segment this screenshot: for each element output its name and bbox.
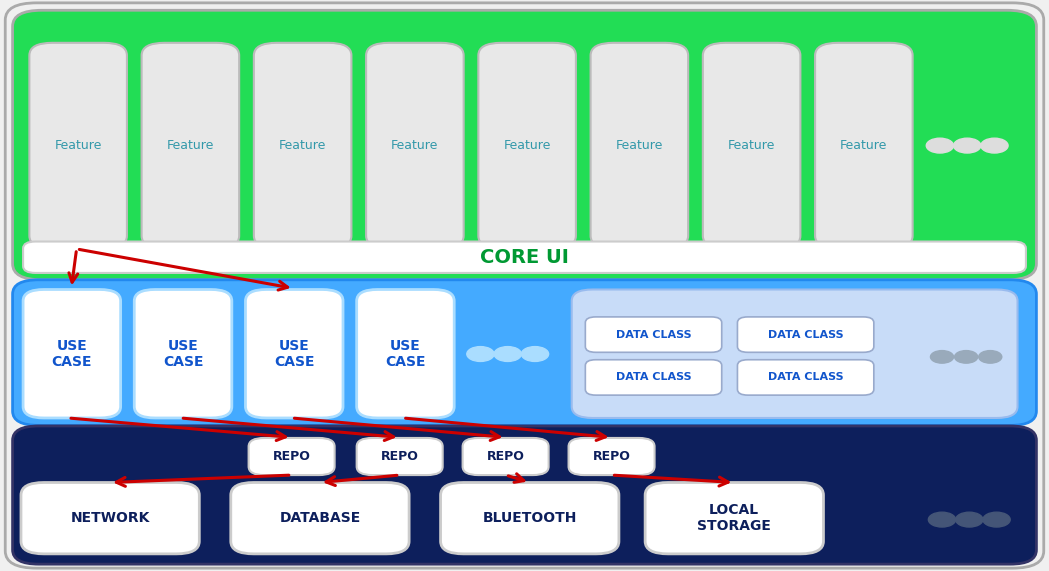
- Circle shape: [979, 351, 1002, 363]
- FancyBboxPatch shape: [572, 289, 1018, 418]
- Circle shape: [926, 138, 954, 153]
- Text: Feature: Feature: [616, 139, 663, 152]
- FancyBboxPatch shape: [245, 289, 343, 418]
- Text: Feature: Feature: [504, 139, 551, 152]
- Text: Feature: Feature: [55, 139, 102, 152]
- FancyBboxPatch shape: [645, 482, 823, 554]
- Text: Feature: Feature: [840, 139, 887, 152]
- Text: Feature: Feature: [728, 139, 775, 152]
- FancyBboxPatch shape: [13, 10, 1036, 280]
- Text: REPO: REPO: [381, 450, 419, 463]
- Circle shape: [928, 512, 956, 527]
- FancyBboxPatch shape: [569, 438, 655, 475]
- FancyBboxPatch shape: [254, 43, 351, 248]
- Circle shape: [955, 351, 978, 363]
- Text: REPO: REPO: [487, 450, 524, 463]
- Circle shape: [954, 138, 981, 153]
- Text: LOCAL
STORAGE: LOCAL STORAGE: [698, 503, 771, 533]
- Circle shape: [467, 347, 494, 361]
- FancyBboxPatch shape: [23, 242, 1026, 273]
- Text: DATA CLASS: DATA CLASS: [616, 329, 691, 340]
- FancyBboxPatch shape: [23, 289, 121, 418]
- Text: USE
CASE: USE CASE: [274, 339, 315, 369]
- FancyBboxPatch shape: [142, 43, 239, 248]
- Text: REPO: REPO: [273, 450, 311, 463]
- FancyBboxPatch shape: [591, 43, 688, 248]
- Text: DATA CLASS: DATA CLASS: [768, 372, 843, 383]
- Text: DATA CLASS: DATA CLASS: [616, 372, 691, 383]
- FancyBboxPatch shape: [737, 317, 874, 352]
- FancyBboxPatch shape: [585, 317, 722, 352]
- FancyBboxPatch shape: [249, 438, 335, 475]
- Text: USE
CASE: USE CASE: [385, 339, 426, 369]
- Text: USE
CASE: USE CASE: [163, 339, 204, 369]
- FancyBboxPatch shape: [357, 438, 443, 475]
- Text: Feature: Feature: [391, 139, 438, 152]
- Text: DATABASE: DATABASE: [279, 511, 361, 525]
- Circle shape: [930, 351, 954, 363]
- FancyBboxPatch shape: [441, 482, 619, 554]
- FancyBboxPatch shape: [463, 438, 549, 475]
- Circle shape: [956, 512, 983, 527]
- Text: NETWORK: NETWORK: [70, 511, 150, 525]
- Circle shape: [983, 512, 1010, 527]
- FancyBboxPatch shape: [231, 482, 409, 554]
- Text: USE
CASE: USE CASE: [51, 339, 92, 369]
- Text: CORE UI: CORE UI: [480, 248, 569, 267]
- Circle shape: [981, 138, 1008, 153]
- FancyBboxPatch shape: [366, 43, 464, 248]
- FancyBboxPatch shape: [737, 360, 874, 395]
- Circle shape: [494, 347, 521, 361]
- FancyBboxPatch shape: [29, 43, 127, 248]
- Text: Feature: Feature: [167, 139, 214, 152]
- FancyBboxPatch shape: [815, 43, 913, 248]
- FancyBboxPatch shape: [21, 482, 199, 554]
- FancyBboxPatch shape: [478, 43, 576, 248]
- Text: DATA CLASS: DATA CLASS: [768, 329, 843, 340]
- FancyBboxPatch shape: [13, 426, 1036, 564]
- FancyBboxPatch shape: [585, 360, 722, 395]
- Text: BLUETOOTH: BLUETOOTH: [483, 511, 577, 525]
- Circle shape: [521, 347, 549, 361]
- FancyBboxPatch shape: [13, 280, 1036, 425]
- Text: REPO: REPO: [593, 450, 630, 463]
- FancyBboxPatch shape: [357, 289, 454, 418]
- FancyBboxPatch shape: [703, 43, 800, 248]
- Text: Feature: Feature: [279, 139, 326, 152]
- FancyBboxPatch shape: [134, 289, 232, 418]
